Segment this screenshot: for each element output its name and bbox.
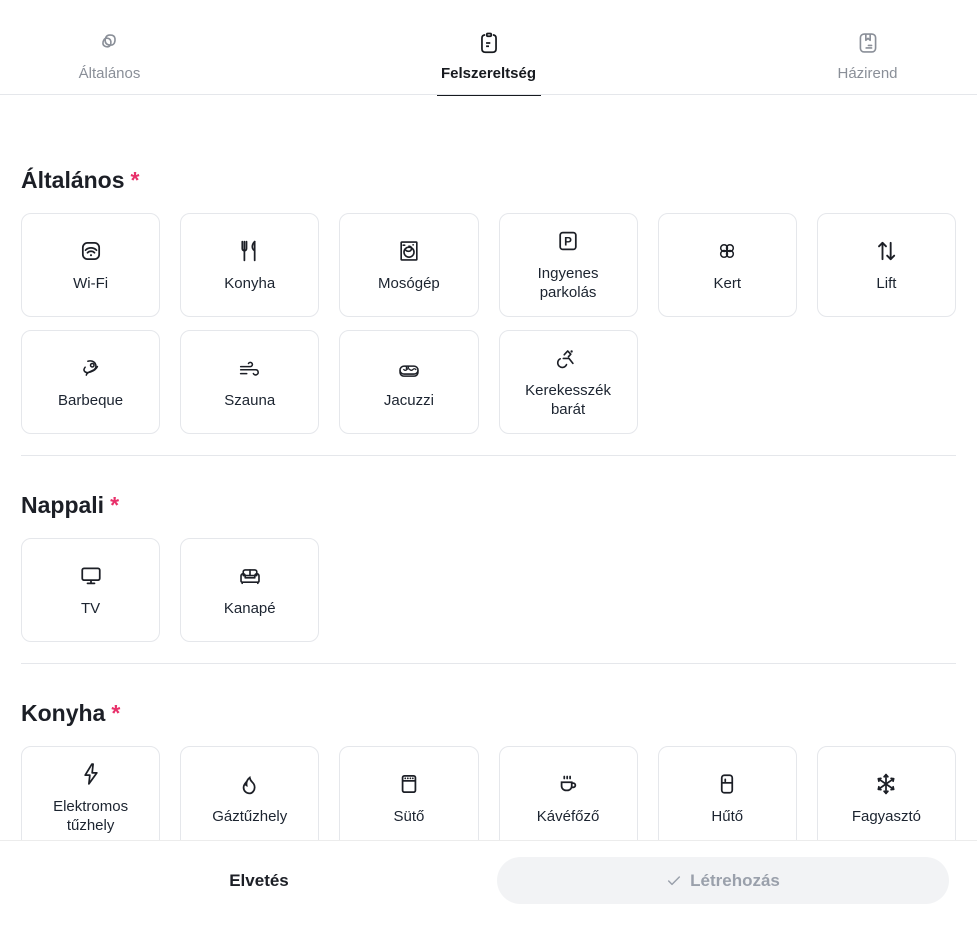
svg-text:P: P [564, 236, 572, 249]
